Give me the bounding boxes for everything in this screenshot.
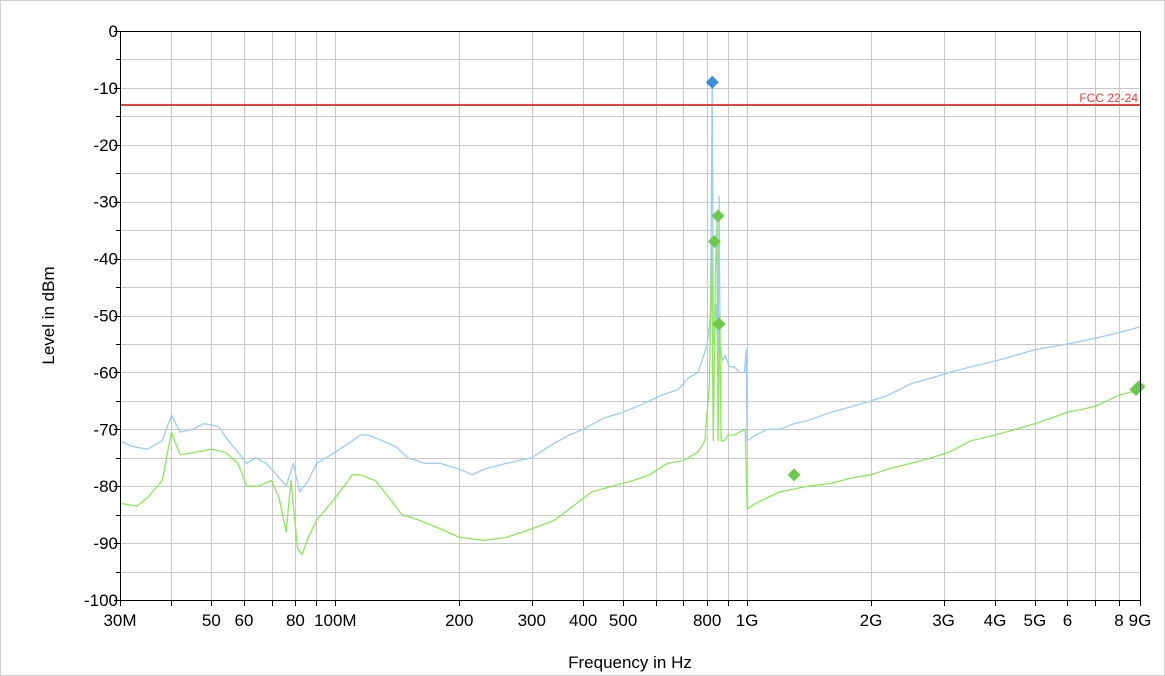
y-tick-label: -30 xyxy=(93,193,118,212)
plot-border xyxy=(120,31,1141,601)
x-tick-label: 100M xyxy=(314,611,357,630)
series-layer xyxy=(119,87,1141,556)
x-tick-label: 8 xyxy=(1114,611,1123,630)
x-tick-label: 50 xyxy=(202,611,221,630)
marker-diamond xyxy=(787,468,801,482)
grid xyxy=(120,31,1141,601)
marker-diamond xyxy=(705,75,719,89)
y-tick-label: -60 xyxy=(93,363,118,382)
x-axis-label: Frequency in Hz xyxy=(568,653,692,672)
x-tick-label: 6 xyxy=(1063,611,1072,630)
x-tick-label: 30M xyxy=(103,611,136,630)
y-tick-label: -100 xyxy=(84,591,118,610)
x-tick-label: 800 xyxy=(693,611,721,630)
x-tick-label: 9G xyxy=(1129,611,1152,630)
y-tick-label: 0 xyxy=(109,22,118,41)
x-tick-label: 4G xyxy=(984,611,1007,630)
y-tick-label: -90 xyxy=(93,534,118,553)
tick-labels: 30M 50 60 80 100M 200 300 400 500 800 1G 2G 3G 4G 5G 6 8… xyxy=(84,22,1151,630)
x-tick-label: 1G xyxy=(736,611,759,630)
marker-diamond xyxy=(711,209,725,223)
series-line-1 xyxy=(119,87,1141,493)
y-tick-label: -10 xyxy=(93,79,118,98)
x-tick-label: 80 xyxy=(286,611,305,630)
marker-diamond xyxy=(1132,380,1146,394)
x-tick-label: 60 xyxy=(234,611,253,630)
series-line-2 xyxy=(119,218,1141,556)
marker-diamond xyxy=(707,235,721,249)
marker-diamond xyxy=(712,317,726,331)
limit-label: FCC 22-24 xyxy=(1079,91,1138,105)
x-tick-label: 300 xyxy=(518,611,546,630)
y-tick-label: -20 xyxy=(93,136,118,155)
marker-layer xyxy=(705,75,1146,482)
x-tick-label: 400 xyxy=(569,611,597,630)
y-axis-label: Level in dBm xyxy=(39,266,58,364)
y-tick-label: -50 xyxy=(93,307,118,326)
x-tick-label: 5G xyxy=(1024,611,1047,630)
x-tick-label: 2G xyxy=(860,611,883,630)
x-tick-label: 3G xyxy=(932,611,955,630)
y-tick-label: -40 xyxy=(93,250,118,269)
limit-layer: FCC 22-24 xyxy=(120,91,1140,106)
x-tick-label: 200 xyxy=(445,611,473,630)
axes xyxy=(114,31,1141,606)
y-tick-label: -80 xyxy=(93,477,118,496)
x-tick-label: 500 xyxy=(609,611,637,630)
y-tick-label: -70 xyxy=(93,420,118,439)
